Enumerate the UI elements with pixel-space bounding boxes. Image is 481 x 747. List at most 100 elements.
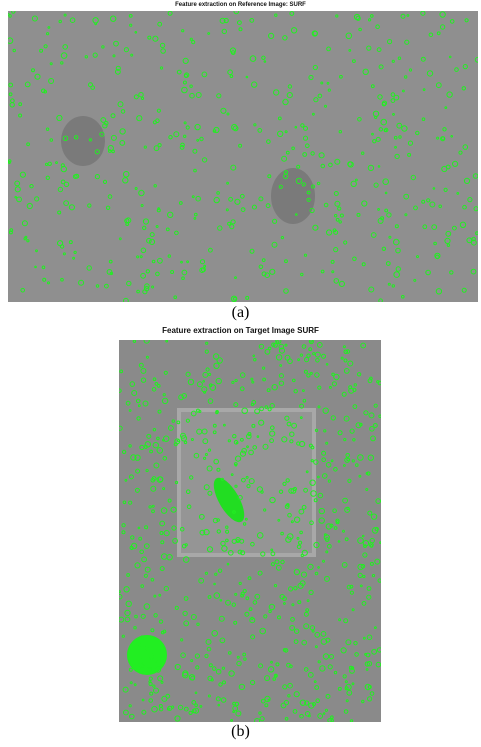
keypoint: [205, 638, 212, 645]
keypoint: [156, 476, 164, 483]
keypoint: [408, 68, 413, 72]
keypoint: [194, 691, 198, 695]
keypoint: [270, 548, 274, 552]
keypoint: [372, 423, 378, 428]
figure-title: Feature extraction on Target Image SURF: [162, 326, 319, 335]
keypoint: [145, 468, 149, 473]
keypoint: [241, 447, 247, 454]
keypoint: [475, 231, 478, 236]
keypoint: [167, 211, 174, 219]
keypoint: [304, 711, 311, 717]
keypoint: [381, 246, 387, 252]
keypoint: [245, 596, 250, 601]
keypoint: [289, 431, 295, 437]
keypoint: [413, 278, 417, 282]
keypoint: [140, 247, 147, 254]
keypoint: [473, 206, 478, 212]
keypoint: [178, 201, 183, 205]
keypoint: [356, 372, 362, 377]
keypoint: [209, 384, 217, 391]
keypoint: [309, 520, 314, 525]
keypoint: [216, 93, 222, 99]
keypoint: [137, 404, 141, 408]
keypoint: [321, 353, 326, 359]
keypoint: [105, 205, 111, 211]
keypoint: [199, 529, 206, 536]
keypoint: [123, 297, 129, 302]
keypoint: [62, 252, 66, 256]
keypoint: [268, 609, 272, 614]
keypoint: [217, 703, 221, 707]
keypoint: [161, 397, 169, 405]
keypoint: [345, 453, 350, 458]
keypoint: [103, 120, 109, 126]
keypoint: [152, 428, 157, 432]
keypoint: [284, 343, 288, 347]
keypoint: [368, 286, 375, 293]
keypoint: [216, 529, 222, 534]
keypoint: [403, 193, 410, 200]
keypoint: [207, 490, 213, 496]
keypoint: [316, 342, 323, 348]
keypoint: [140, 663, 145, 668]
keypoint: [264, 348, 271, 355]
image-feature: [127, 635, 167, 675]
keypoint: [140, 96, 145, 101]
keypoint: [291, 146, 295, 151]
keypoint: [176, 420, 181, 425]
keypoint: [343, 438, 347, 442]
keypoint: [324, 104, 327, 108]
keypoint: [345, 32, 353, 40]
keypoint: [146, 433, 152, 439]
keypoint: [368, 412, 375, 419]
keypoint: [148, 676, 153, 681]
keypoint: [373, 403, 378, 408]
keypoint: [299, 403, 305, 409]
keypoint: [256, 532, 264, 539]
keypoint: [141, 698, 145, 702]
keypoint: [295, 177, 303, 185]
keypoint: [343, 464, 346, 467]
keypoint: [174, 663, 181, 671]
keypoint: [158, 619, 164, 624]
keypoint: [140, 272, 147, 279]
keypoint: [251, 399, 257, 405]
keypoint: [143, 340, 150, 344]
keypoint: [270, 660, 273, 664]
keypoint: [265, 203, 271, 209]
keypoint: [367, 685, 372, 689]
keypoint: [250, 377, 254, 381]
keypoint: [326, 229, 333, 236]
keypoint: [312, 30, 318, 36]
keypoint: [244, 611, 250, 617]
keypoint: [303, 125, 308, 131]
keypoint: [332, 508, 337, 513]
keypoint: [190, 614, 197, 620]
keypoint: [393, 271, 401, 278]
keypoint: [280, 702, 287, 709]
keypoint: [94, 149, 100, 155]
keypoint: [143, 145, 147, 149]
keypoint: [370, 435, 376, 442]
keypoint: [138, 654, 143, 659]
keypoint: [62, 135, 69, 142]
keypoint: [272, 342, 278, 348]
keypoint: [319, 665, 326, 672]
keypoint: [126, 573, 131, 577]
keypoint: [348, 385, 353, 390]
keypoint: [100, 117, 107, 123]
keypoint: [352, 256, 357, 262]
keypoint: [429, 201, 436, 208]
keypoint: [118, 237, 122, 241]
keypoint: [324, 708, 328, 712]
keypoint: [163, 585, 169, 592]
keypoint: [410, 174, 416, 181]
keypoint: [357, 537, 364, 544]
keypoint: [315, 358, 320, 363]
keypoint: [404, 75, 408, 79]
keypoint: [275, 564, 282, 571]
keypoint: [137, 526, 141, 530]
keypoint: [286, 92, 293, 99]
keypoint: [204, 653, 209, 659]
keypoint: [163, 435, 170, 442]
